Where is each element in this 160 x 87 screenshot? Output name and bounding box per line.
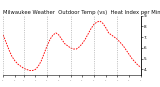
Text: Milwaukee Weather  Outdoor Temp (vs)  Heat Index per Minute (Last 24HRS): Milwaukee Weather Outdoor Temp (vs) Heat…	[3, 10, 160, 15]
